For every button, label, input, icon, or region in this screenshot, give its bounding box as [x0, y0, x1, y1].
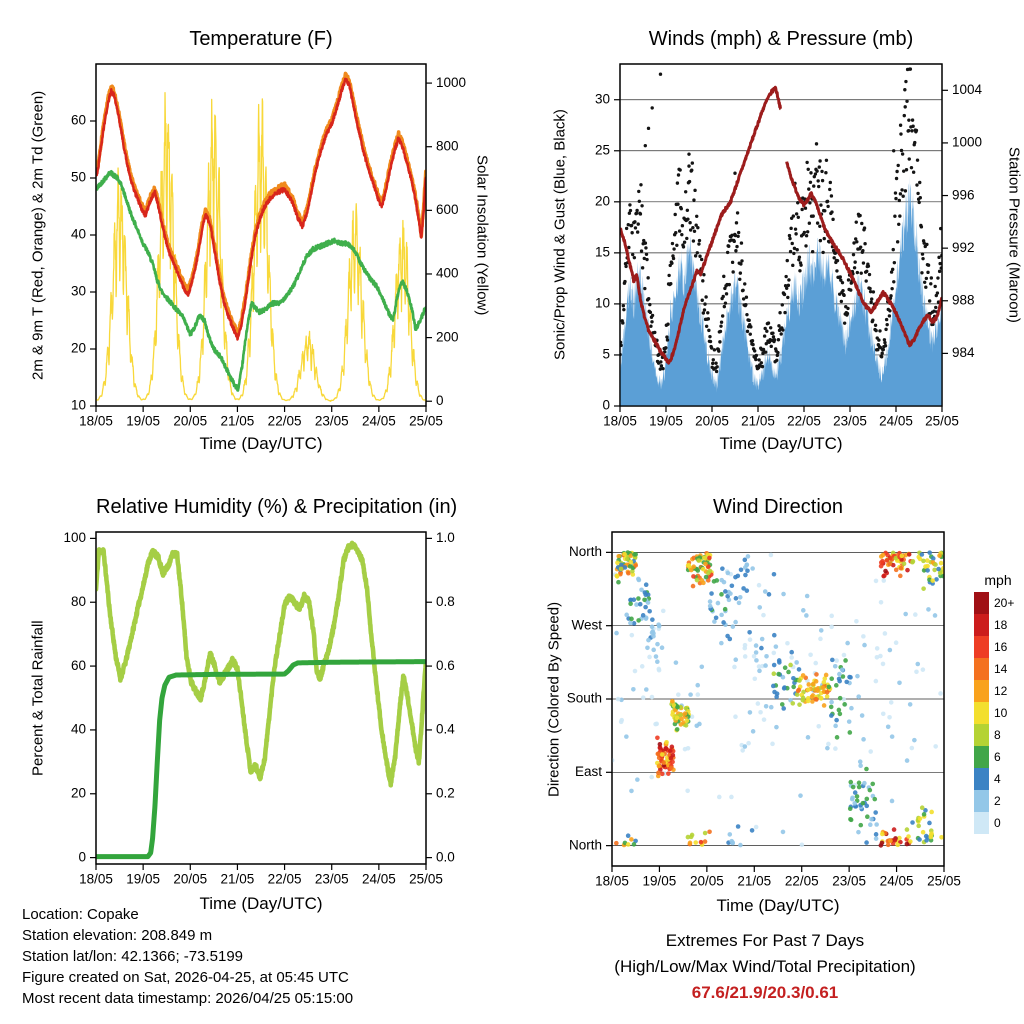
legend-swatch [974, 592, 989, 614]
legend-entry: 12 [974, 680, 1022, 702]
legend-swatch [974, 636, 989, 658]
legend-swatch [974, 680, 989, 702]
humidity-precip-plot-canvas [6, 486, 500, 926]
wind-speed-legend: mph 20+ 18 16 14 12 10 8 6 4 2 0 [974, 572, 1022, 834]
humidity-precip-chart: Relative Humidity (%) & Precipitation (i… [6, 486, 500, 926]
extremes-values: 67.6/21.9/20.3/0.61 [691, 983, 839, 1002]
legend-entry: 4 [974, 768, 1022, 790]
footer: Location: Copake Station elevation: 208.8… [22, 904, 353, 1009]
winds-pressure-plot-canvas [514, 8, 1024, 472]
legend-label: 2 [994, 794, 1001, 808]
legend-label: 4 [994, 772, 1001, 786]
legend-entry: 2 [974, 790, 1022, 812]
legend-label: 14 [994, 662, 1008, 676]
legend-swatch [974, 658, 989, 680]
legend-swatch [974, 812, 989, 834]
footer-line: Figure created on Sat, 2026-04-25, at 05… [22, 969, 349, 986]
legend-label: 18 [994, 618, 1008, 632]
legend-label: 12 [994, 684, 1008, 698]
extremes-title: Extremes For Past 7 Days [665, 931, 865, 950]
legend-label: 20+ [994, 596, 1015, 610]
legend-entry: 16 [974, 636, 1022, 658]
legend-entry: 6 [974, 746, 1022, 768]
legend-label: 10 [994, 706, 1008, 720]
winds-x-axis-label: Time (Day/UTC) [719, 434, 843, 453]
legend-entry: 20+ [974, 592, 1022, 614]
legend-entry: 14 [974, 658, 1022, 680]
footer-line: Station lat/lon: 42.1366; -73.5199 [22, 948, 244, 965]
legend-entry: 10 [974, 702, 1022, 724]
legend-label: 8 [994, 728, 1001, 742]
direction-x-axis-label: Time (Day/UTC) [716, 896, 840, 915]
wind-speed-legend-title: mph [984, 572, 1012, 588]
legend-entry: 0 [974, 812, 1022, 834]
legend-label: 6 [994, 750, 1001, 764]
legend-swatch [974, 768, 989, 790]
footer-line: Station elevation: 208.849 m [22, 927, 213, 944]
legend-label: 16 [994, 640, 1008, 654]
extremes-summary: Extremes For Past 7 Days (High/Low/Max W… [530, 928, 1000, 1006]
temperature-plot-canvas [6, 8, 500, 472]
temperature-chart: Temperature (F) 2m & 9m T (Red, Orange) … [6, 8, 500, 472]
winds-pressure-chart: Winds (mph) & Pressure (mb) Sonic/Prop W… [514, 8, 1024, 472]
legend-entry: 8 [974, 724, 1022, 746]
footer-line: Location: Copake [22, 906, 139, 923]
extremes-subtitle: (High/Low/Max Wind/Total Precipitation) [614, 957, 916, 976]
humidity-x-axis-label: Time (Day/UTC) [199, 894, 323, 913]
legend-swatch [974, 746, 989, 768]
temperature-x-axis-label: Time (Day/UTC) [199, 434, 323, 453]
speed-legend-entries: 20+ 18 16 14 12 10 8 6 4 2 0 [974, 592, 1022, 834]
footer-line: Most recent data timestamp: 2026/04/25 0… [22, 990, 354, 1007]
legend-swatch [974, 724, 989, 746]
wind-direction-chart: Wind Direction Direction (Colored By Spe… [514, 486, 1024, 926]
legend-entry: 18 [974, 614, 1022, 636]
legend-label: 0 [994, 816, 1001, 830]
legend-swatch [974, 614, 989, 636]
legend-swatch [974, 702, 989, 724]
legend-swatch [974, 790, 989, 812]
wind-direction-plot-canvas [514, 486, 1024, 926]
